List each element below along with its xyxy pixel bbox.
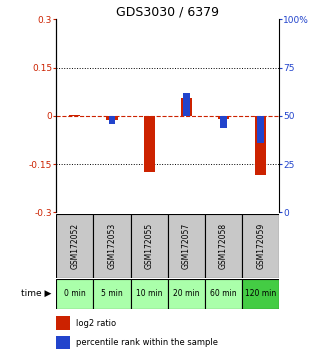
Text: GSM172058: GSM172058: [219, 223, 228, 269]
Text: 120 min: 120 min: [245, 289, 276, 298]
Bar: [93, 214, 131, 278]
Bar: [205, 214, 242, 278]
Bar: [56, 336, 70, 349]
Bar: [143, 116, 155, 172]
Bar: [56, 279, 93, 309]
Bar: [106, 116, 117, 120]
Bar: [93, 279, 131, 309]
Text: GSM172053: GSM172053: [108, 223, 117, 269]
Text: percentile rank within the sample: percentile rank within the sample: [76, 338, 218, 347]
Bar: [255, 116, 266, 176]
Bar: [131, 279, 168, 309]
Bar: [242, 214, 279, 278]
Bar: [69, 115, 80, 116]
Bar: [205, 279, 242, 309]
Text: GSM172059: GSM172059: [256, 223, 265, 269]
Text: 5 min: 5 min: [101, 289, 123, 298]
Text: log2 ratio: log2 ratio: [76, 319, 117, 328]
Text: 10 min: 10 min: [136, 289, 162, 298]
Text: 60 min: 60 min: [210, 289, 237, 298]
Text: 20 min: 20 min: [173, 289, 200, 298]
Text: 0 min: 0 min: [64, 289, 86, 298]
Bar: [257, 116, 264, 143]
Bar: [131, 214, 168, 278]
Bar: [168, 279, 205, 309]
Bar: [56, 316, 70, 330]
Bar: [183, 93, 190, 116]
Bar: [168, 214, 205, 278]
Bar: [108, 116, 115, 124]
Title: GDS3030 / 6379: GDS3030 / 6379: [116, 5, 219, 18]
Bar: [242, 279, 279, 309]
Bar: [220, 116, 227, 127]
Text: GSM172057: GSM172057: [182, 223, 191, 269]
Bar: [56, 214, 93, 278]
Bar: [218, 116, 229, 119]
Text: GSM172055: GSM172055: [145, 223, 154, 269]
Text: time ▶: time ▶: [21, 289, 52, 298]
Bar: [181, 98, 192, 116]
Text: GSM172052: GSM172052: [70, 223, 79, 269]
